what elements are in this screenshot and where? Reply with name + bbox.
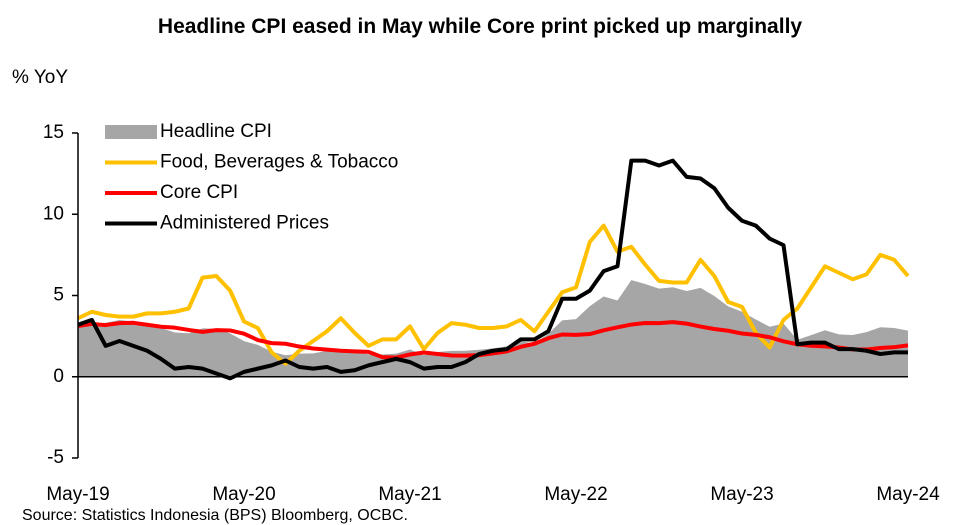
y-tick-label: 15	[43, 122, 64, 143]
y-tick-label: 5	[53, 285, 64, 306]
series-line	[77, 223, 910, 366]
y-tick-label: 10	[43, 203, 64, 224]
legend-label: Core CPI	[160, 182, 238, 203]
legend-label: Administered Prices	[160, 213, 329, 234]
y-axis-label: % YoY	[12, 67, 68, 88]
x-tick-label: May-19	[46, 484, 109, 505]
plot-area	[77, 158, 910, 381]
chart-title: Headline CPI eased in May while Core pri…	[157, 15, 803, 38]
series-line	[77, 158, 908, 381]
y-tick-label: -5	[47, 447, 64, 468]
x-tick-label: May-21	[378, 484, 441, 505]
x-tick-label: May-20	[212, 484, 275, 505]
x-tick-label: May-22	[544, 484, 607, 505]
source-note: Source: Statistics Indonesia (BPS) Bloom…	[22, 507, 408, 524]
headline-area	[78, 280, 908, 377]
x-tick-label: May-24	[876, 484, 940, 505]
legend-label: Food, Beverages & Tobacco	[160, 152, 398, 173]
y-tick-label: 0	[53, 366, 64, 387]
legend-swatch	[105, 125, 157, 139]
series-line	[77, 320, 909, 360]
legend-label: Headline CPI	[160, 121, 272, 142]
x-tick-label: May-23	[710, 484, 773, 505]
